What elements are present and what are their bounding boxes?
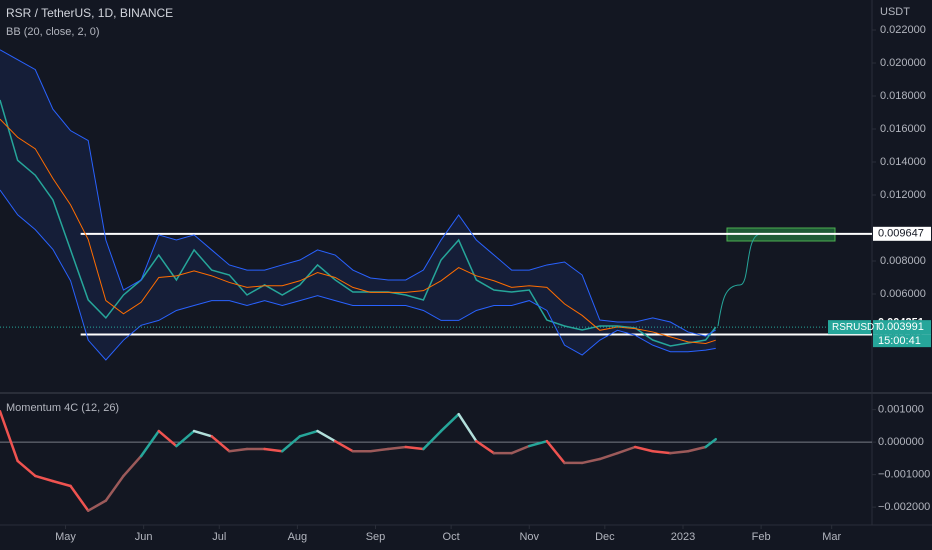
price-label: 0.003991 [878, 321, 924, 333]
momentum-segment [210, 435, 231, 453]
chart-title: RSR / TetherUS, 1D, BINANCE [6, 6, 173, 20]
momentum-segment [51, 479, 72, 488]
series-line [0, 99, 717, 347]
momentum-segment [475, 439, 496, 455]
momentum-segment [333, 439, 355, 453]
x-tick-label: Jul [212, 531, 226, 543]
x-tick-label: Feb [752, 531, 771, 543]
y-tick-label: 0.020000 [880, 57, 926, 69]
series-line [0, 118, 716, 344]
momentum-segment [298, 429, 319, 438]
momentum-segment [510, 444, 531, 455]
countdown-bg [873, 334, 931, 348]
momentum-segment [669, 449, 690, 455]
indicator-label: BB (20, close, 2, 0) [6, 26, 100, 38]
momentum-segment [69, 484, 90, 512]
price-label-bg [873, 226, 931, 241]
momentum-segment [34, 474, 55, 483]
momentum-segment [228, 447, 249, 453]
momentum-segment [122, 454, 143, 478]
y-tick-label: −0.001000 [878, 469, 930, 481]
momentum-segment [686, 445, 707, 453]
y-tick-label: 0.006000 [880, 288, 926, 300]
x-tick-label: Dec [595, 531, 615, 543]
momentum-segment [598, 451, 619, 461]
y-tick-label: 0.001000 [878, 404, 924, 416]
momentum-segment [0, 410, 19, 463]
symbol-tag-bg [828, 320, 871, 335]
momentum-segment [386, 445, 408, 451]
momentum-segment [104, 474, 125, 502]
momentum-segment [16, 459, 37, 478]
momentum-segment [281, 435, 302, 453]
momentum-segment [704, 437, 717, 449]
momentum-segment [651, 449, 672, 455]
momentum-segment [86, 499, 108, 512]
x-tick-label: Jun [135, 531, 153, 543]
momentum-segment [580, 457, 602, 465]
projection-line [717, 233, 761, 327]
momentum-segment [139, 429, 161, 458]
momentum-segment [404, 445, 425, 451]
series-line [0, 49, 717, 337]
series-line [0, 189, 716, 361]
momentum-segment [192, 429, 213, 438]
y-tick-label: 0.008000 [880, 255, 926, 267]
momentum-segment [439, 412, 460, 433]
y-tick-label: 0.012000 [880, 189, 926, 201]
momentum-title: Momentum 4C (12, 26) [6, 402, 119, 414]
x-tick-label: Sep [366, 531, 386, 543]
y-tick-label: 0.018000 [880, 90, 926, 102]
momentum-segment [316, 429, 337, 443]
y-tick-label: −0.002000 [878, 501, 930, 513]
x-tick-label: May [55, 531, 76, 543]
momentum-segment [369, 447, 390, 453]
momentum-segment [157, 429, 178, 448]
x-tick-label: Nov [519, 531, 539, 543]
symbol-tag: RSRUSDT [832, 322, 880, 333]
price-label: 0.009647 [878, 228, 924, 240]
y-tick-label: 0.014000 [880, 156, 926, 168]
y-tick-label: 0.022000 [880, 24, 926, 36]
momentum-segment [263, 447, 284, 453]
x-tick-label: Aug [288, 531, 308, 543]
y-tick-label: 0.016000 [880, 123, 926, 135]
momentum-segment [422, 429, 443, 451]
countdown: 15:00:41 [878, 335, 921, 347]
price-label-bg [873, 320, 931, 335]
x-tick-label: 2023 [671, 531, 695, 543]
momentum-segment [633, 445, 654, 453]
momentum-segment [545, 439, 566, 465]
momentum-segment [527, 439, 549, 448]
momentum-segment [175, 429, 196, 448]
currency-label: USDT [880, 6, 910, 18]
bb-fill [0, 49, 716, 360]
momentum-segment [616, 445, 637, 455]
y-tick-label: 0.000000 [878, 436, 924, 448]
momentum-segment [457, 412, 478, 443]
x-tick-label: Oct [443, 531, 460, 543]
x-tick-label: Mar [822, 531, 841, 543]
